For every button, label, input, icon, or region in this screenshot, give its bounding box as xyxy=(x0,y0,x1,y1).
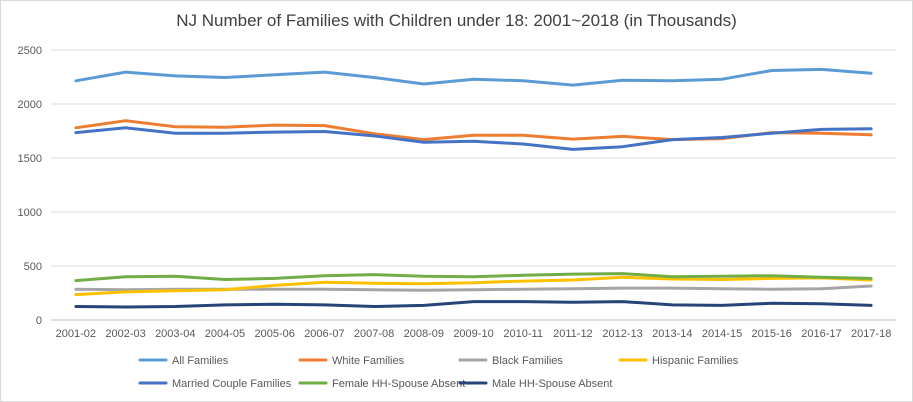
y-tick-label: 2500 xyxy=(18,45,42,57)
series-line xyxy=(74,272,873,283)
legend-label: All Families xyxy=(172,355,229,367)
x-tick-label: 2017-18 xyxy=(851,328,891,340)
series-line xyxy=(74,119,873,142)
x-tick-label: 2007-08 xyxy=(354,328,394,340)
x-tick-label: 2001-02 xyxy=(56,328,96,340)
x-tick-label: 2015-16 xyxy=(752,328,792,340)
x-tick-label: 2008-09 xyxy=(404,328,444,340)
x-tick-label: 2013-14 xyxy=(652,328,692,340)
y-tick-label: 1500 xyxy=(18,153,42,165)
x-tick-label: 2009-10 xyxy=(453,328,493,340)
x-tick-label: 2012-13 xyxy=(602,328,642,340)
x-tick-label: 2014-15 xyxy=(702,328,742,340)
legend-label: Black Families xyxy=(492,355,563,367)
series-line xyxy=(74,126,873,151)
legend-label: Male HH-Spouse Absent xyxy=(492,378,612,390)
y-tick-label: 0 xyxy=(36,315,42,327)
y-tick-label: 2000 xyxy=(18,99,42,111)
y-tick-label: 500 xyxy=(24,261,42,273)
x-tick-label: 2005-06 xyxy=(254,328,294,340)
x-tick-label: 2004-05 xyxy=(205,328,245,340)
series-line xyxy=(74,300,873,309)
y-tick-label: 1000 xyxy=(18,207,42,219)
legend-label: Married Couple Families xyxy=(172,378,292,390)
legend-label: White Families xyxy=(332,355,405,367)
series-line xyxy=(74,275,873,297)
x-tick-label: 2006-07 xyxy=(304,328,344,340)
x-tick-label: 2016-17 xyxy=(801,328,841,340)
chart-title: NJ Number of Families with Children unde… xyxy=(176,11,737,30)
x-tick-label: 2011-12 xyxy=(553,328,593,340)
x-tick-label: 2010-11 xyxy=(503,328,543,340)
x-tick-label: 2002-03 xyxy=(105,328,145,340)
series-line xyxy=(74,67,873,87)
legend-label: Female HH-Spouse Absent xyxy=(332,378,465,390)
x-tick-label: 2003-04 xyxy=(155,328,195,340)
legend-label: Hispanic Families xyxy=(652,355,739,367)
